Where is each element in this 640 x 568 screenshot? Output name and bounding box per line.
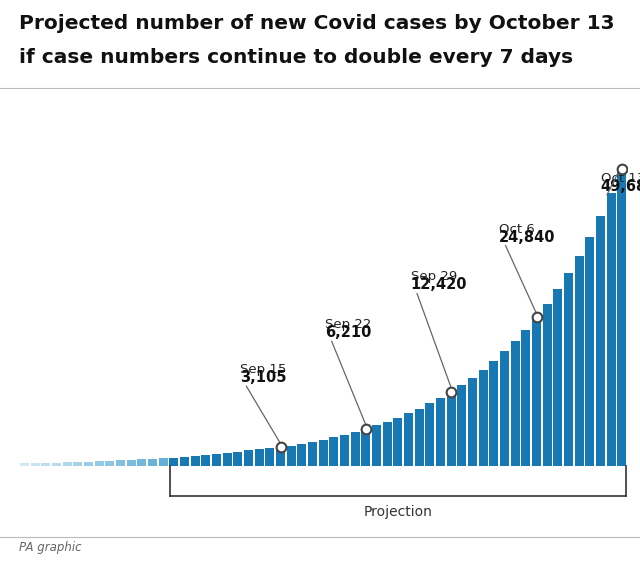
Bar <box>458 385 466 466</box>
Text: PA graphic: PA graphic <box>19 541 82 554</box>
Bar <box>436 398 445 466</box>
Bar <box>426 403 435 466</box>
Bar <box>31 463 40 466</box>
Bar <box>84 462 93 466</box>
Bar <box>372 425 381 466</box>
Bar <box>191 456 200 466</box>
Bar <box>564 273 573 466</box>
Bar <box>95 461 104 466</box>
Bar <box>522 330 530 466</box>
Bar <box>180 457 189 466</box>
Bar <box>298 444 307 466</box>
Bar <box>138 460 147 466</box>
Text: 3,105: 3,105 <box>240 370 287 385</box>
Text: Oct 6: Oct 6 <box>499 223 535 236</box>
Bar <box>266 448 275 466</box>
Bar <box>511 341 520 466</box>
Bar <box>415 408 424 466</box>
Text: if case numbers continue to double every 7 days: if case numbers continue to double every… <box>19 48 573 67</box>
Bar <box>276 447 285 466</box>
Text: 49,680: 49,680 <box>600 179 640 194</box>
Bar <box>351 432 360 466</box>
Bar <box>543 304 552 466</box>
Text: Sep 29: Sep 29 <box>411 270 457 283</box>
Bar <box>618 169 626 466</box>
Bar <box>106 461 114 466</box>
Bar <box>74 462 82 466</box>
Bar <box>234 452 242 466</box>
Bar <box>159 458 168 466</box>
Bar <box>244 450 253 466</box>
Text: Sep 22: Sep 22 <box>325 318 372 331</box>
Bar <box>212 454 221 466</box>
Bar <box>607 193 616 466</box>
Bar <box>116 461 125 466</box>
Bar <box>20 463 29 466</box>
Bar <box>447 391 456 466</box>
Bar <box>148 459 157 466</box>
Bar <box>127 460 136 466</box>
Bar <box>532 318 541 466</box>
Bar <box>479 370 488 466</box>
Bar <box>308 442 317 466</box>
Bar <box>586 237 595 466</box>
Bar <box>596 216 605 466</box>
Bar <box>287 445 296 466</box>
Bar <box>170 457 178 466</box>
Text: 12,420: 12,420 <box>411 277 467 293</box>
Bar <box>554 289 563 466</box>
Bar <box>490 361 499 466</box>
Bar <box>500 352 509 466</box>
Text: Oct 13: Oct 13 <box>600 172 640 185</box>
Bar <box>330 437 339 466</box>
Bar <box>468 378 477 466</box>
Text: Sep 15: Sep 15 <box>240 363 286 376</box>
Bar <box>42 463 50 466</box>
Bar <box>255 449 264 466</box>
Text: 6,210: 6,210 <box>325 325 372 340</box>
Bar <box>63 462 72 466</box>
Text: Projected number of new Covid cases by October 13: Projected number of new Covid cases by O… <box>19 14 615 33</box>
Text: Projection: Projection <box>364 504 432 519</box>
Bar <box>340 435 349 466</box>
Bar <box>202 455 210 466</box>
Bar <box>319 440 328 466</box>
Bar <box>362 429 370 466</box>
Bar <box>52 462 61 466</box>
Bar <box>575 256 584 466</box>
Bar <box>394 417 403 466</box>
Bar <box>383 421 392 466</box>
Text: 24,840: 24,840 <box>499 229 556 245</box>
Bar <box>404 414 413 466</box>
Bar <box>223 453 232 466</box>
